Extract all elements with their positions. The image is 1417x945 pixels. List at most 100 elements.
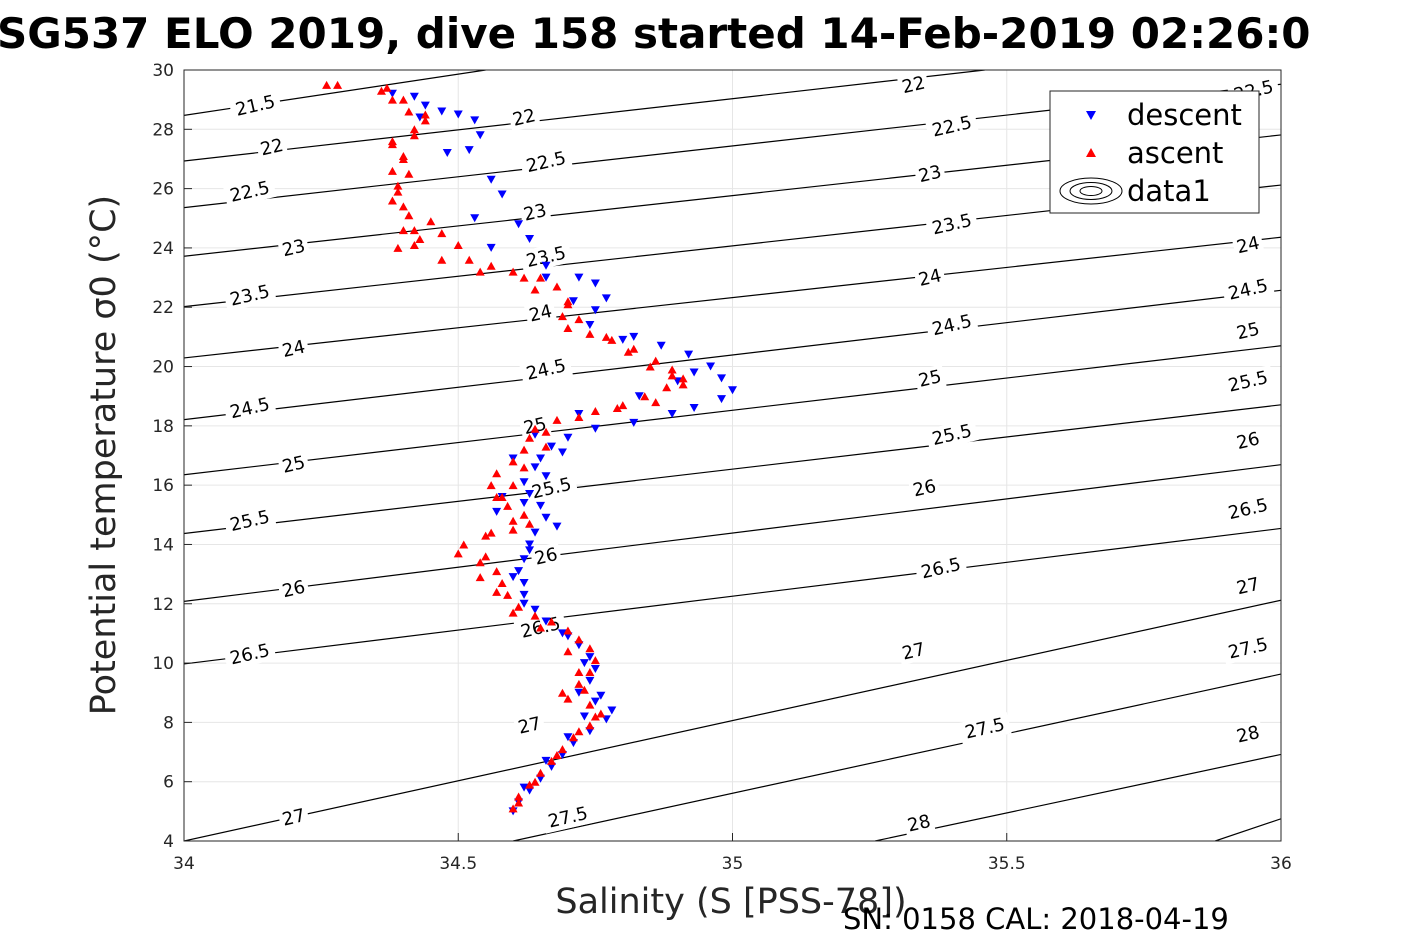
contour-label: 27 — [280, 805, 307, 831]
ascent-point — [387, 166, 397, 175]
descent-point — [717, 395, 727, 404]
y-tick-label: 6 — [163, 773, 174, 793]
descent-point — [519, 579, 529, 588]
ascent-point — [387, 95, 397, 104]
descent-point — [541, 273, 551, 282]
x-tick-label: 35.5 — [988, 854, 1026, 874]
ascent-point — [585, 667, 595, 676]
contour-label: 24 — [917, 265, 944, 291]
ascent-point — [618, 401, 628, 410]
contour-label: 25 — [917, 366, 944, 392]
ascent-point — [420, 116, 430, 125]
ascent-point — [563, 323, 573, 332]
ascent-point — [497, 493, 507, 502]
descent-point — [557, 629, 567, 638]
ascent-point — [530, 777, 540, 786]
legend: descent ascent data1 — [1049, 90, 1260, 214]
descent-point — [590, 306, 600, 315]
ascent-point — [530, 424, 540, 433]
ascent-point — [623, 347, 633, 356]
contour-label: 24 — [527, 301, 554, 327]
descent-point — [634, 392, 644, 401]
contour-label-bg — [925, 110, 979, 143]
contour-label: 23 — [280, 236, 307, 262]
contour-label: 28 — [1235, 722, 1262, 748]
ascent-point — [398, 151, 408, 160]
axis-ticks: 34 34.5 35 35.5 36 4 6 8 10 12 14 16 18 20 22 24 26 28 30 — [152, 61, 1291, 874]
ascent-point — [536, 273, 546, 282]
descent-point — [525, 235, 535, 244]
descent-point — [667, 409, 677, 418]
contour-label: 25.5 — [228, 506, 272, 535]
contour-label-bg — [222, 175, 277, 208]
descent-point — [656, 341, 666, 350]
ascent-point — [596, 709, 606, 718]
ascent-point — [453, 240, 463, 249]
ascent-point — [486, 528, 496, 537]
ascent-point — [585, 644, 595, 653]
density-contour-line — [1214, 818, 1281, 841]
ascent-point — [530, 285, 540, 294]
ascent-point — [437, 255, 447, 264]
legend-ascent-marker — [1086, 148, 1096, 157]
legend-ascent-label: ascent — [1127, 136, 1223, 170]
descent-point — [684, 350, 694, 359]
ascent-point — [651, 398, 661, 407]
contour-label-bg — [1221, 365, 1275, 398]
ascent-point — [552, 415, 562, 424]
ascent-point — [481, 531, 491, 540]
descent-point — [415, 113, 425, 122]
contour-label: 26.5 — [1226, 495, 1270, 524]
ascent-point — [519, 445, 529, 454]
ascent-point — [409, 131, 419, 140]
ascent-point — [420, 110, 430, 119]
ascent-point — [387, 137, 397, 146]
contour-label: 22 — [511, 105, 538, 131]
descent-series — [387, 89, 737, 816]
contour-label-bg — [907, 474, 942, 503]
descent-point — [453, 110, 463, 119]
contour-label: 24.5 — [930, 311, 974, 340]
chart-title: SG537 ELO 2019, dive 158 started 14-Feb-… — [0, 9, 1310, 58]
descent-point — [530, 463, 540, 472]
contour-label: 21.5 — [234, 91, 278, 120]
ascent-point — [322, 80, 332, 89]
contour-label-bg — [925, 308, 979, 342]
ascent-point — [574, 315, 584, 324]
ascent-point — [563, 694, 573, 703]
ascent-point — [667, 365, 677, 374]
ascent-point — [393, 187, 403, 196]
ascent-point — [508, 457, 518, 466]
legend-box — [1049, 90, 1260, 214]
contour-label: 25 — [280, 452, 307, 478]
descent-point — [568, 297, 578, 306]
contour-label: 22.5 — [524, 148, 568, 177]
descent-point — [689, 404, 699, 413]
descent-point — [519, 783, 529, 792]
ascent-point — [333, 80, 343, 89]
descent-point — [530, 528, 540, 537]
ascent-point — [563, 300, 573, 309]
ascent-point — [409, 125, 419, 134]
contour-label: 22 — [900, 73, 927, 99]
ascent-point — [546, 617, 556, 626]
contour-label: 26.5 — [228, 640, 272, 669]
descent-point — [536, 501, 546, 510]
ascent-point — [459, 540, 469, 549]
ascent-point — [519, 510, 529, 519]
descent-point — [728, 386, 737, 395]
contour-label: 22.5 — [228, 177, 272, 206]
contour-label-bg — [1231, 230, 1265, 259]
ascent-point — [552, 282, 562, 291]
contour-label: 24 — [1235, 233, 1262, 259]
contour-label: 23 — [522, 200, 549, 226]
ascent-point — [590, 407, 600, 416]
contour-label-bg — [913, 263, 947, 292]
ascent-point — [393, 243, 403, 252]
ascent-point — [486, 261, 496, 270]
ascent-point — [667, 371, 677, 380]
contour-label: 26 — [911, 476, 938, 502]
ascent-point — [536, 768, 546, 777]
descent-point — [536, 454, 546, 463]
descent-point — [409, 92, 419, 101]
